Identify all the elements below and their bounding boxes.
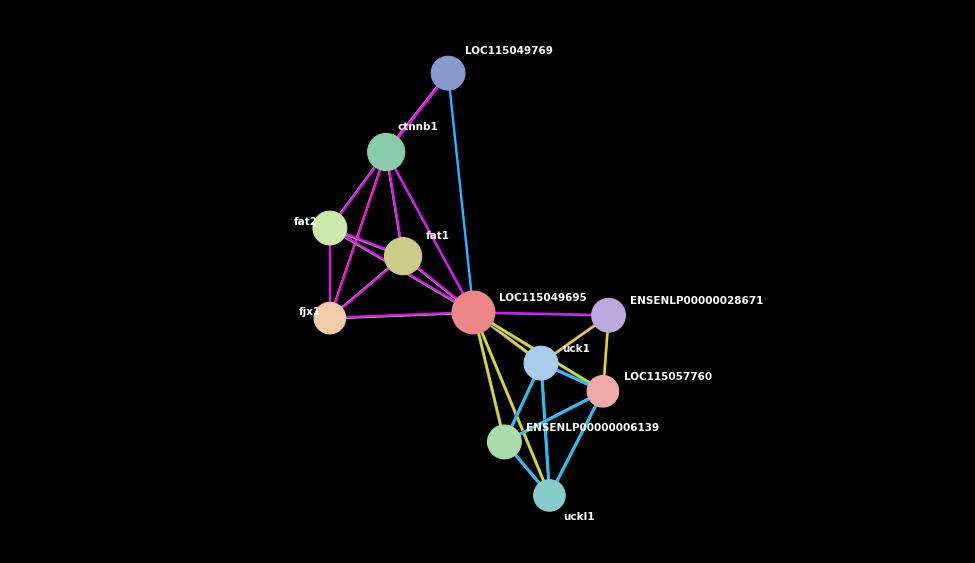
Text: fat1: fat1 [425,231,449,242]
Circle shape [384,238,421,275]
Circle shape [533,480,566,511]
Circle shape [314,302,345,334]
Circle shape [452,291,495,334]
Circle shape [313,211,347,245]
Text: LOC115049769: LOC115049769 [465,46,553,56]
Circle shape [431,56,465,90]
Circle shape [488,425,522,459]
Text: fjx1: fjx1 [299,307,321,318]
Text: LOC115057760: LOC115057760 [624,372,713,382]
Circle shape [525,346,558,380]
Circle shape [587,376,619,407]
Circle shape [592,298,625,332]
Circle shape [368,133,405,171]
Text: ENSENLP00000028671: ENSENLP00000028671 [630,296,763,306]
Text: uck1: uck1 [563,344,590,354]
Text: uckl1: uckl1 [564,512,595,522]
Text: LOC115049695: LOC115049695 [499,293,587,303]
Text: fat2: fat2 [293,217,317,227]
Text: ctnnb1: ctnnb1 [398,122,438,132]
Text: ENSENLP00000006139: ENSENLP00000006139 [526,423,659,433]
